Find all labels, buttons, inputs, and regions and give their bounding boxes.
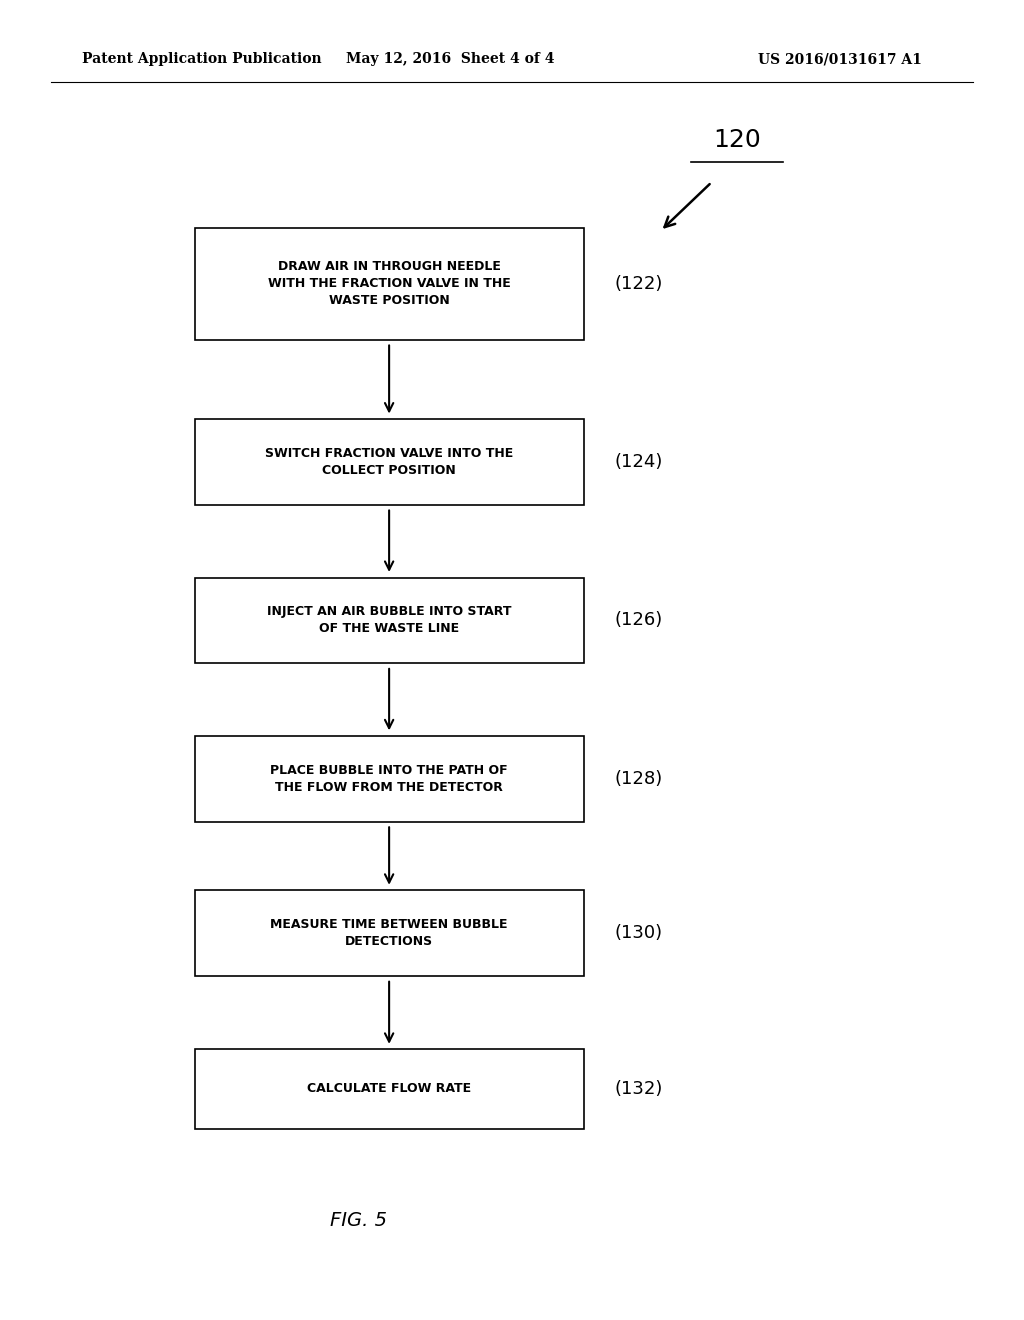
- Text: (122): (122): [614, 275, 663, 293]
- Text: INJECT AN AIR BUBBLE INTO START
OF THE WASTE LINE: INJECT AN AIR BUBBLE INTO START OF THE W…: [267, 606, 511, 635]
- FancyBboxPatch shape: [195, 578, 584, 663]
- Text: Patent Application Publication: Patent Application Publication: [82, 53, 322, 66]
- Text: (130): (130): [614, 924, 663, 942]
- FancyBboxPatch shape: [195, 891, 584, 977]
- Text: PLACE BUBBLE INTO THE PATH OF
THE FLOW FROM THE DETECTOR: PLACE BUBBLE INTO THE PATH OF THE FLOW F…: [270, 764, 508, 793]
- Text: May 12, 2016  Sheet 4 of 4: May 12, 2016 Sheet 4 of 4: [346, 53, 555, 66]
- Text: FIG. 5: FIG. 5: [330, 1212, 387, 1230]
- Text: (132): (132): [614, 1080, 663, 1098]
- Text: US 2016/0131617 A1: US 2016/0131617 A1: [758, 53, 922, 66]
- FancyBboxPatch shape: [195, 227, 584, 339]
- Text: 120: 120: [714, 128, 761, 152]
- Text: (126): (126): [614, 611, 663, 630]
- Text: DRAW AIR IN THROUGH NEEDLE
WITH THE FRACTION VALVE IN THE
WASTE POSITION: DRAW AIR IN THROUGH NEEDLE WITH THE FRAC…: [267, 260, 511, 308]
- Text: CALCULATE FLOW RATE: CALCULATE FLOW RATE: [307, 1082, 471, 1096]
- Text: (124): (124): [614, 453, 663, 471]
- FancyBboxPatch shape: [195, 737, 584, 821]
- FancyBboxPatch shape: [195, 418, 584, 504]
- Text: SWITCH FRACTION VALVE INTO THE
COLLECT POSITION: SWITCH FRACTION VALVE INTO THE COLLECT P…: [265, 447, 513, 477]
- FancyBboxPatch shape: [195, 1049, 584, 1129]
- Text: MEASURE TIME BETWEEN BUBBLE
DETECTIONS: MEASURE TIME BETWEEN BUBBLE DETECTIONS: [270, 919, 508, 948]
- Text: (128): (128): [614, 770, 663, 788]
